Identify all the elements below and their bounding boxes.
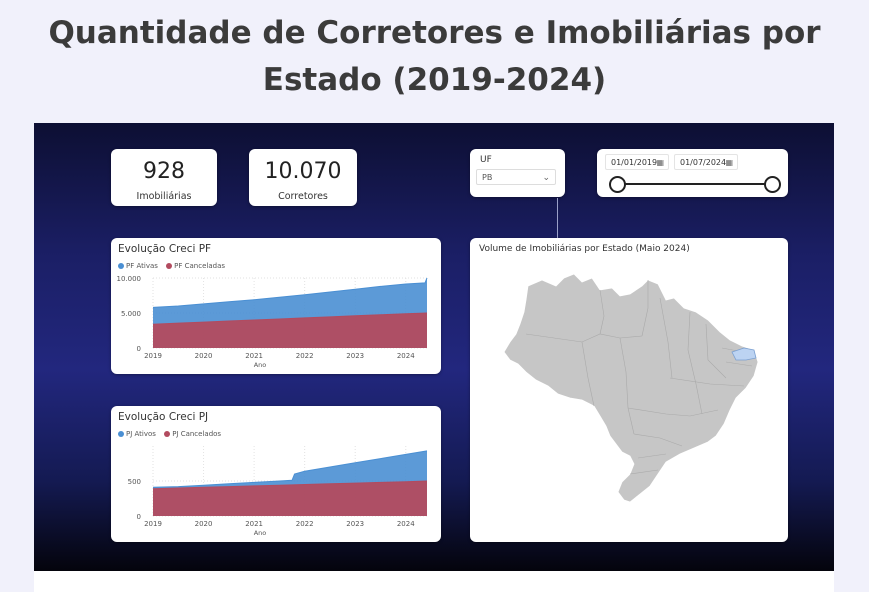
- end-date-value: 01/07/2024: [680, 158, 727, 167]
- legend-item[interactable]: PF Ativas: [118, 262, 158, 270]
- kpi-label: Corretores: [278, 191, 328, 202]
- chart-title: Evolução Creci PJ: [118, 411, 209, 423]
- x-tick-label: 2020: [195, 520, 213, 528]
- chart-card-pf: Evolução Creci PF PF Ativas PF Cancelada…: [111, 238, 441, 374]
- chart-plot: 0 500 2019 2020 2021 2022 2023 2024 Ano: [128, 446, 428, 537]
- kpi-card-imobiliarias[interactable]: 928 Imobiliárias: [111, 149, 217, 206]
- x-tick-label: 2021: [245, 352, 263, 360]
- kpi-label: Imobiliárias: [136, 191, 192, 202]
- brazil-map[interactable]: [470, 238, 788, 542]
- y-tick-label: 0: [137, 345, 141, 353]
- x-tick-label: 2024: [397, 520, 415, 528]
- state-pb-highlight[interactable]: [731, 347, 757, 361]
- calendar-icon[interactable]: ▦: [725, 158, 733, 167]
- legend-item[interactable]: PJ Ativos: [118, 430, 156, 438]
- state-borders: [525, 280, 755, 475]
- legend-item[interactable]: PF Canceladas: [166, 262, 225, 270]
- page-title-line-1: Quantidade de Corretores e Imobiliárias …: [48, 15, 821, 51]
- x-tick-label: 2021: [245, 520, 263, 528]
- map-card: Volume de Imobiliárias por Estado (Maio …: [470, 238, 788, 542]
- chevron-down-icon: ⌄: [542, 173, 550, 183]
- x-tick-label: 2020: [195, 352, 213, 360]
- x-tick-label: 2024: [397, 352, 415, 360]
- series-line: [152, 480, 428, 490]
- brazil-outline[interactable]: [503, 273, 759, 503]
- start-date-value: 01/01/2019: [611, 158, 658, 167]
- date-slider-end-handle[interactable]: [764, 176, 781, 193]
- end-date-input[interactable]: 01/07/2024 ▦: [674, 154, 738, 170]
- date-range-card: 01/01/2019 ▦ 01/07/2024 ▦: [597, 149, 788, 197]
- legend-swatch: [164, 431, 171, 437]
- kpi-card-corretores[interactable]: 10.070 Corretores: [249, 149, 357, 206]
- x-axis-label: Ano: [254, 529, 267, 537]
- y-tick-label: 10.000: [117, 275, 142, 283]
- uf-selected-value: PB: [482, 173, 493, 182]
- calendar-icon[interactable]: ▦: [656, 158, 664, 167]
- chart-legend: PF Ativas PF Canceladas: [118, 262, 231, 270]
- x-tick-label: 2022: [296, 352, 314, 360]
- date-slider-track[interactable]: [617, 183, 772, 185]
- kpi-value: 928: [143, 159, 185, 184]
- start-date-input[interactable]: 01/01/2019 ▦: [605, 154, 669, 170]
- y-tick-label: 0: [137, 513, 141, 521]
- x-tick-label: 2019: [144, 352, 162, 360]
- y-tick-label: 500: [128, 478, 141, 486]
- legend-label: PJ Cancelados: [172, 430, 222, 438]
- legend-swatch: [166, 263, 173, 269]
- chart-plot: 0 5.000 10.000 2019 2020 2021 2022 2023 2024 Ano: [117, 275, 428, 369]
- series-line: [152, 450, 428, 488]
- series-line: [152, 277, 428, 308]
- uf-select[interactable]: PB ⌄: [476, 169, 556, 185]
- filter-connector-line: [557, 198, 558, 238]
- map-title: Volume de Imobiliárias por Estado (Maio …: [479, 244, 690, 254]
- legend-label: PF Ativas: [126, 262, 158, 270]
- y-tick-label: 5.000: [121, 310, 141, 318]
- x-tick-label: 2019: [144, 520, 162, 528]
- x-tick-label: 2023: [346, 352, 364, 360]
- legend-label: PJ Ativos: [126, 430, 156, 438]
- chart-legend: PJ Ativos PJ Cancelados: [118, 430, 227, 438]
- date-slider-start-handle[interactable]: [609, 176, 626, 193]
- uf-filter-card: UF PB ⌄: [470, 149, 565, 197]
- legend-swatch: [118, 263, 124, 269]
- x-tick-label: 2022: [296, 520, 314, 528]
- x-tick-label: 2023: [346, 520, 364, 528]
- series-area-cancelados[interactable]: [153, 481, 427, 516]
- legend-label: PF Canceladas: [174, 262, 226, 270]
- chart-card-pj: Evolução Creci PJ PJ Ativos PJ Cancelado…: [111, 406, 441, 542]
- series-line: [152, 312, 428, 325]
- page-title-line-2: Estado (2019-2024): [262, 62, 607, 98]
- bottom-strip: [34, 571, 834, 592]
- page-title: Quantidade de Corretores e Imobiliárias …: [0, 10, 869, 104]
- x-axis-label: Ano: [254, 361, 267, 369]
- kpi-value: 10.070: [264, 159, 342, 184]
- uf-filter-title: UF: [480, 155, 492, 165]
- legend-swatch: [118, 431, 124, 437]
- legend-item[interactable]: PJ Cancelados: [164, 430, 221, 438]
- chart-title: Evolução Creci PF: [118, 243, 212, 255]
